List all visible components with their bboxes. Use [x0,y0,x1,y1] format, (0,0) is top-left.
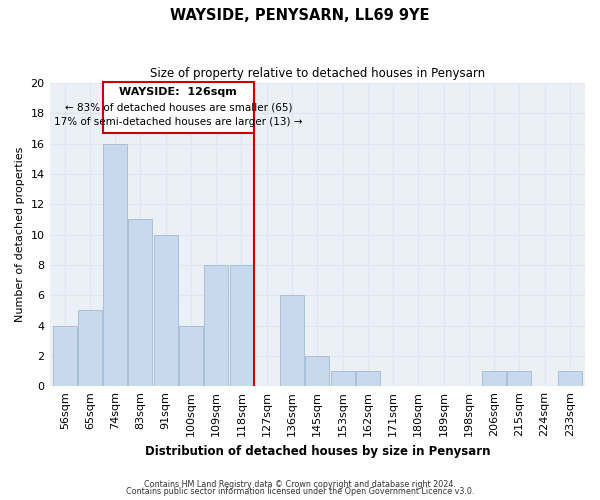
Text: 17% of semi-detached houses are larger (13) →: 17% of semi-detached houses are larger (… [54,118,302,128]
Bar [154,234,178,386]
Bar [305,356,329,386]
Bar [482,371,506,386]
X-axis label: Distribution of detached houses by size in Penysarn: Distribution of detached houses by size … [145,444,490,458]
Bar [508,371,532,386]
Text: WAYSIDE:  126sqm: WAYSIDE: 126sqm [119,87,237,97]
Bar [280,295,304,386]
Text: ← 83% of detached houses are smaller (65): ← 83% of detached houses are smaller (65… [65,102,292,113]
Y-axis label: Number of detached properties: Number of detached properties [15,147,25,322]
Bar [230,265,253,386]
Bar [204,265,228,386]
Title: Size of property relative to detached houses in Penysarn: Size of property relative to detached ho… [150,68,485,80]
Bar [78,310,102,386]
Bar [356,371,380,386]
Text: Contains public sector information licensed under the Open Government Licence v3: Contains public sector information licen… [126,488,474,496]
Bar [558,371,582,386]
Text: WAYSIDE, PENYSARN, LL69 9YE: WAYSIDE, PENYSARN, LL69 9YE [170,8,430,22]
Bar [331,371,355,386]
Bar [128,220,152,386]
Bar [103,144,127,386]
FancyBboxPatch shape [103,82,254,133]
Bar [179,326,203,386]
Bar [53,326,77,386]
Text: Contains HM Land Registry data © Crown copyright and database right 2024.: Contains HM Land Registry data © Crown c… [144,480,456,489]
